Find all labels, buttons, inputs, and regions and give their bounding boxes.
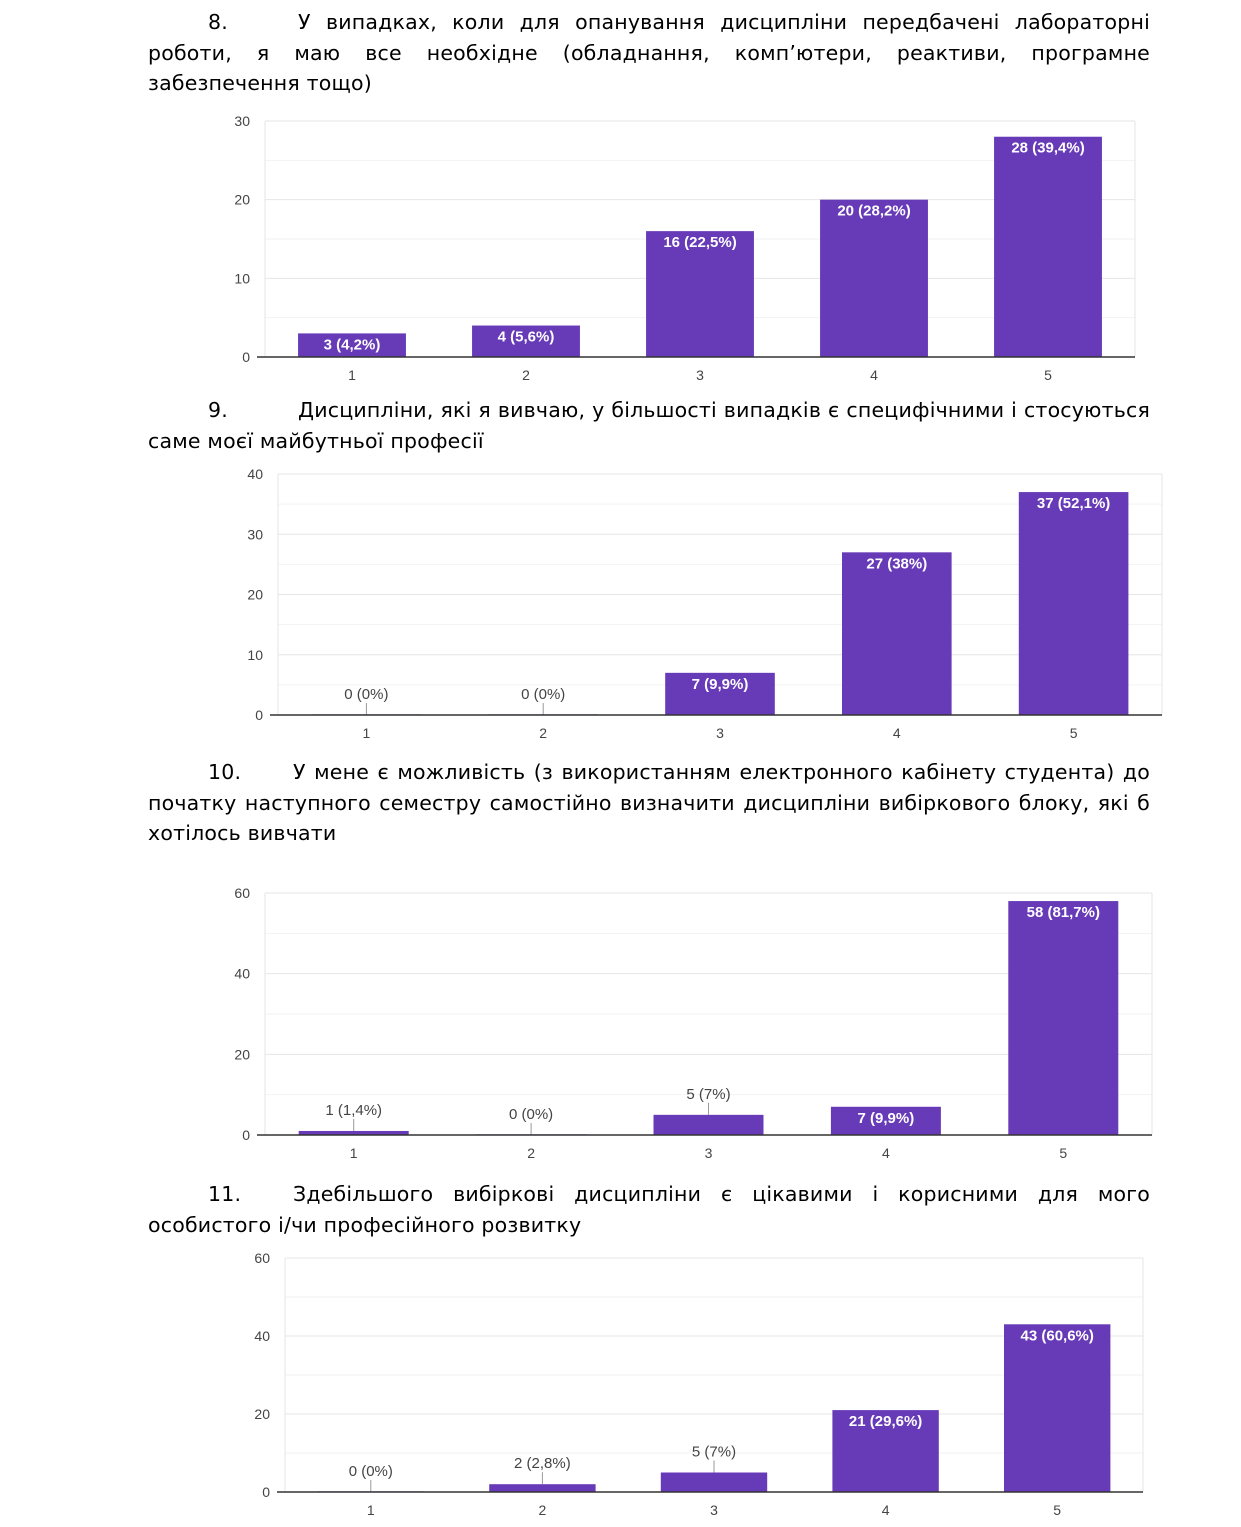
y-tick-label: 0 <box>262 1484 270 1500</box>
bar-data-label: 3 (4,2%) <box>324 336 381 353</box>
question-number: 11. <box>208 1182 242 1206</box>
x-tick-label: 4 <box>893 725 901 741</box>
bar-data-label: 20 (28,2%) <box>837 203 910 220</box>
y-tick-label: 10 <box>247 647 263 663</box>
bar-data-label: 0 (0%) <box>509 1106 553 1123</box>
bar-data-label: 4 (5,6%) <box>498 329 555 346</box>
x-tick-label: 4 <box>870 367 878 383</box>
bar <box>841 552 952 715</box>
bar-chart-q8: 0 10 20 30 3 (4,2%) 1 4 (5,6%) 2 16 (22,5%) 3 20 (… <box>234 113 1136 383</box>
x-tick-label: 2 <box>522 367 530 383</box>
bar-data-label: 21 (29,6%) <box>849 1413 922 1430</box>
bar <box>660 1472 768 1492</box>
y-tick-label: 60 <box>234 885 250 901</box>
x-tick-label: 3 <box>696 367 704 383</box>
x-tick-label: 3 <box>716 725 724 741</box>
bar-data-label: 2 (2,8%) <box>514 1455 571 1472</box>
bar-data-label: 0 (0%) <box>349 1463 393 1480</box>
y-tick-label: 30 <box>234 113 250 129</box>
question-8: 8. У випадках, коли для опанування дисцип… <box>148 7 1150 99</box>
bar <box>472 325 580 357</box>
x-tick-label: 1 <box>367 1502 375 1518</box>
y-tick-label: 40 <box>247 466 263 482</box>
x-tick-label: 2 <box>539 725 547 741</box>
question-text: Здебільшого вибіркові дисципліни є цікав… <box>148 1182 1150 1237</box>
bar-data-label: 58 (81,7%) <box>1027 904 1100 921</box>
y-tick-label: 20 <box>234 1046 250 1062</box>
x-tick-label: 2 <box>527 1145 535 1161</box>
bar <box>1004 1324 1111 1492</box>
question-number: 10. <box>208 760 242 784</box>
y-tick-label: 20 <box>234 192 250 208</box>
x-tick-label: 3 <box>705 1145 713 1161</box>
bar-data-label: 16 (22,5%) <box>663 234 736 251</box>
question-number: 9. <box>208 398 228 422</box>
bar-data-label: 0 (0%) <box>521 686 565 703</box>
x-tick-label: 5 <box>1070 725 1078 741</box>
y-tick-label: 40 <box>234 966 250 982</box>
bar <box>646 231 754 357</box>
bar <box>489 1484 596 1492</box>
bar <box>665 672 775 715</box>
y-tick-label: 0 <box>242 349 250 365</box>
question-text: У випадках, коли для опанування дисциплі… <box>148 10 1150 95</box>
x-tick-label: 3 <box>710 1502 718 1518</box>
y-tick-label: 20 <box>254 1406 270 1422</box>
question-11: 11. Здебільшого вибіркові дисципліни є ці… <box>148 1179 1150 1240</box>
x-tick-label: 5 <box>1059 1145 1067 1161</box>
bar-data-label: 37 (52,1%) <box>1037 495 1110 512</box>
x-tick-label: 1 <box>363 725 371 741</box>
y-tick-label: 20 <box>247 587 263 603</box>
bar-data-label: 7 (9,9%) <box>858 1110 915 1127</box>
x-tick-label: 2 <box>539 1502 547 1518</box>
bar <box>653 1114 764 1135</box>
bar-data-label: 7 (9,9%) <box>692 676 749 693</box>
question-number: 8. <box>208 10 228 34</box>
x-tick-label: 4 <box>882 1145 890 1161</box>
y-tick-label: 0 <box>255 707 263 723</box>
bar <box>1018 492 1129 715</box>
bar-data-label: 0 (0%) <box>344 686 388 703</box>
x-tick-label: 5 <box>1053 1502 1061 1518</box>
question-10: 10. У мене є можливість (з використанням … <box>148 757 1150 849</box>
question-text: У мене є можливість (з використанням еле… <box>148 760 1150 845</box>
x-tick-label: 4 <box>882 1502 890 1518</box>
bar-data-label: 1 (1,4%) <box>325 1102 382 1119</box>
bar-data-label: 43 (60,6%) <box>1021 1327 1094 1344</box>
y-tick-label: 10 <box>234 270 250 286</box>
x-tick-label: 5 <box>1044 367 1052 383</box>
bar-data-label: 5 (7%) <box>686 1086 730 1103</box>
x-tick-label: 1 <box>348 367 356 383</box>
y-tick-label: 40 <box>254 1328 270 1344</box>
bar-chart-q9: 0 10 20 30 40 0 (0%) 1 0 (0%) 2 7 (9,9%) 3 27 (38%)… <box>247 466 1163 741</box>
question-text: Дисципліни, які я вивчаю, у більшості ви… <box>148 398 1150 453</box>
bar-data-label: 5 (7%) <box>692 1444 736 1461</box>
bar <box>298 1130 409 1135</box>
bar <box>298 333 406 357</box>
y-tick-label: 30 <box>247 526 263 542</box>
bar-data-label: 28 (39,4%) <box>1011 140 1084 157</box>
question-9: 9. Дисципліни, які я вивчаю, у більшості … <box>148 395 1150 456</box>
bar <box>1008 901 1119 1135</box>
bar <box>820 199 928 357</box>
x-tick-label: 1 <box>350 1145 358 1161</box>
bar <box>832 1410 939 1492</box>
bar-data-label: 27 (38%) <box>866 555 927 572</box>
bar <box>830 1106 941 1135</box>
y-tick-label: 60 <box>254 1250 270 1266</box>
y-tick-label: 0 <box>242 1127 250 1143</box>
bar-chart-q10: 0 20 40 60 1 (1,4%) 1 0 (0%) 2 5 (7%) 3 7 (9,9%) 4 5… <box>234 885 1153 1161</box>
bar <box>994 136 1102 357</box>
